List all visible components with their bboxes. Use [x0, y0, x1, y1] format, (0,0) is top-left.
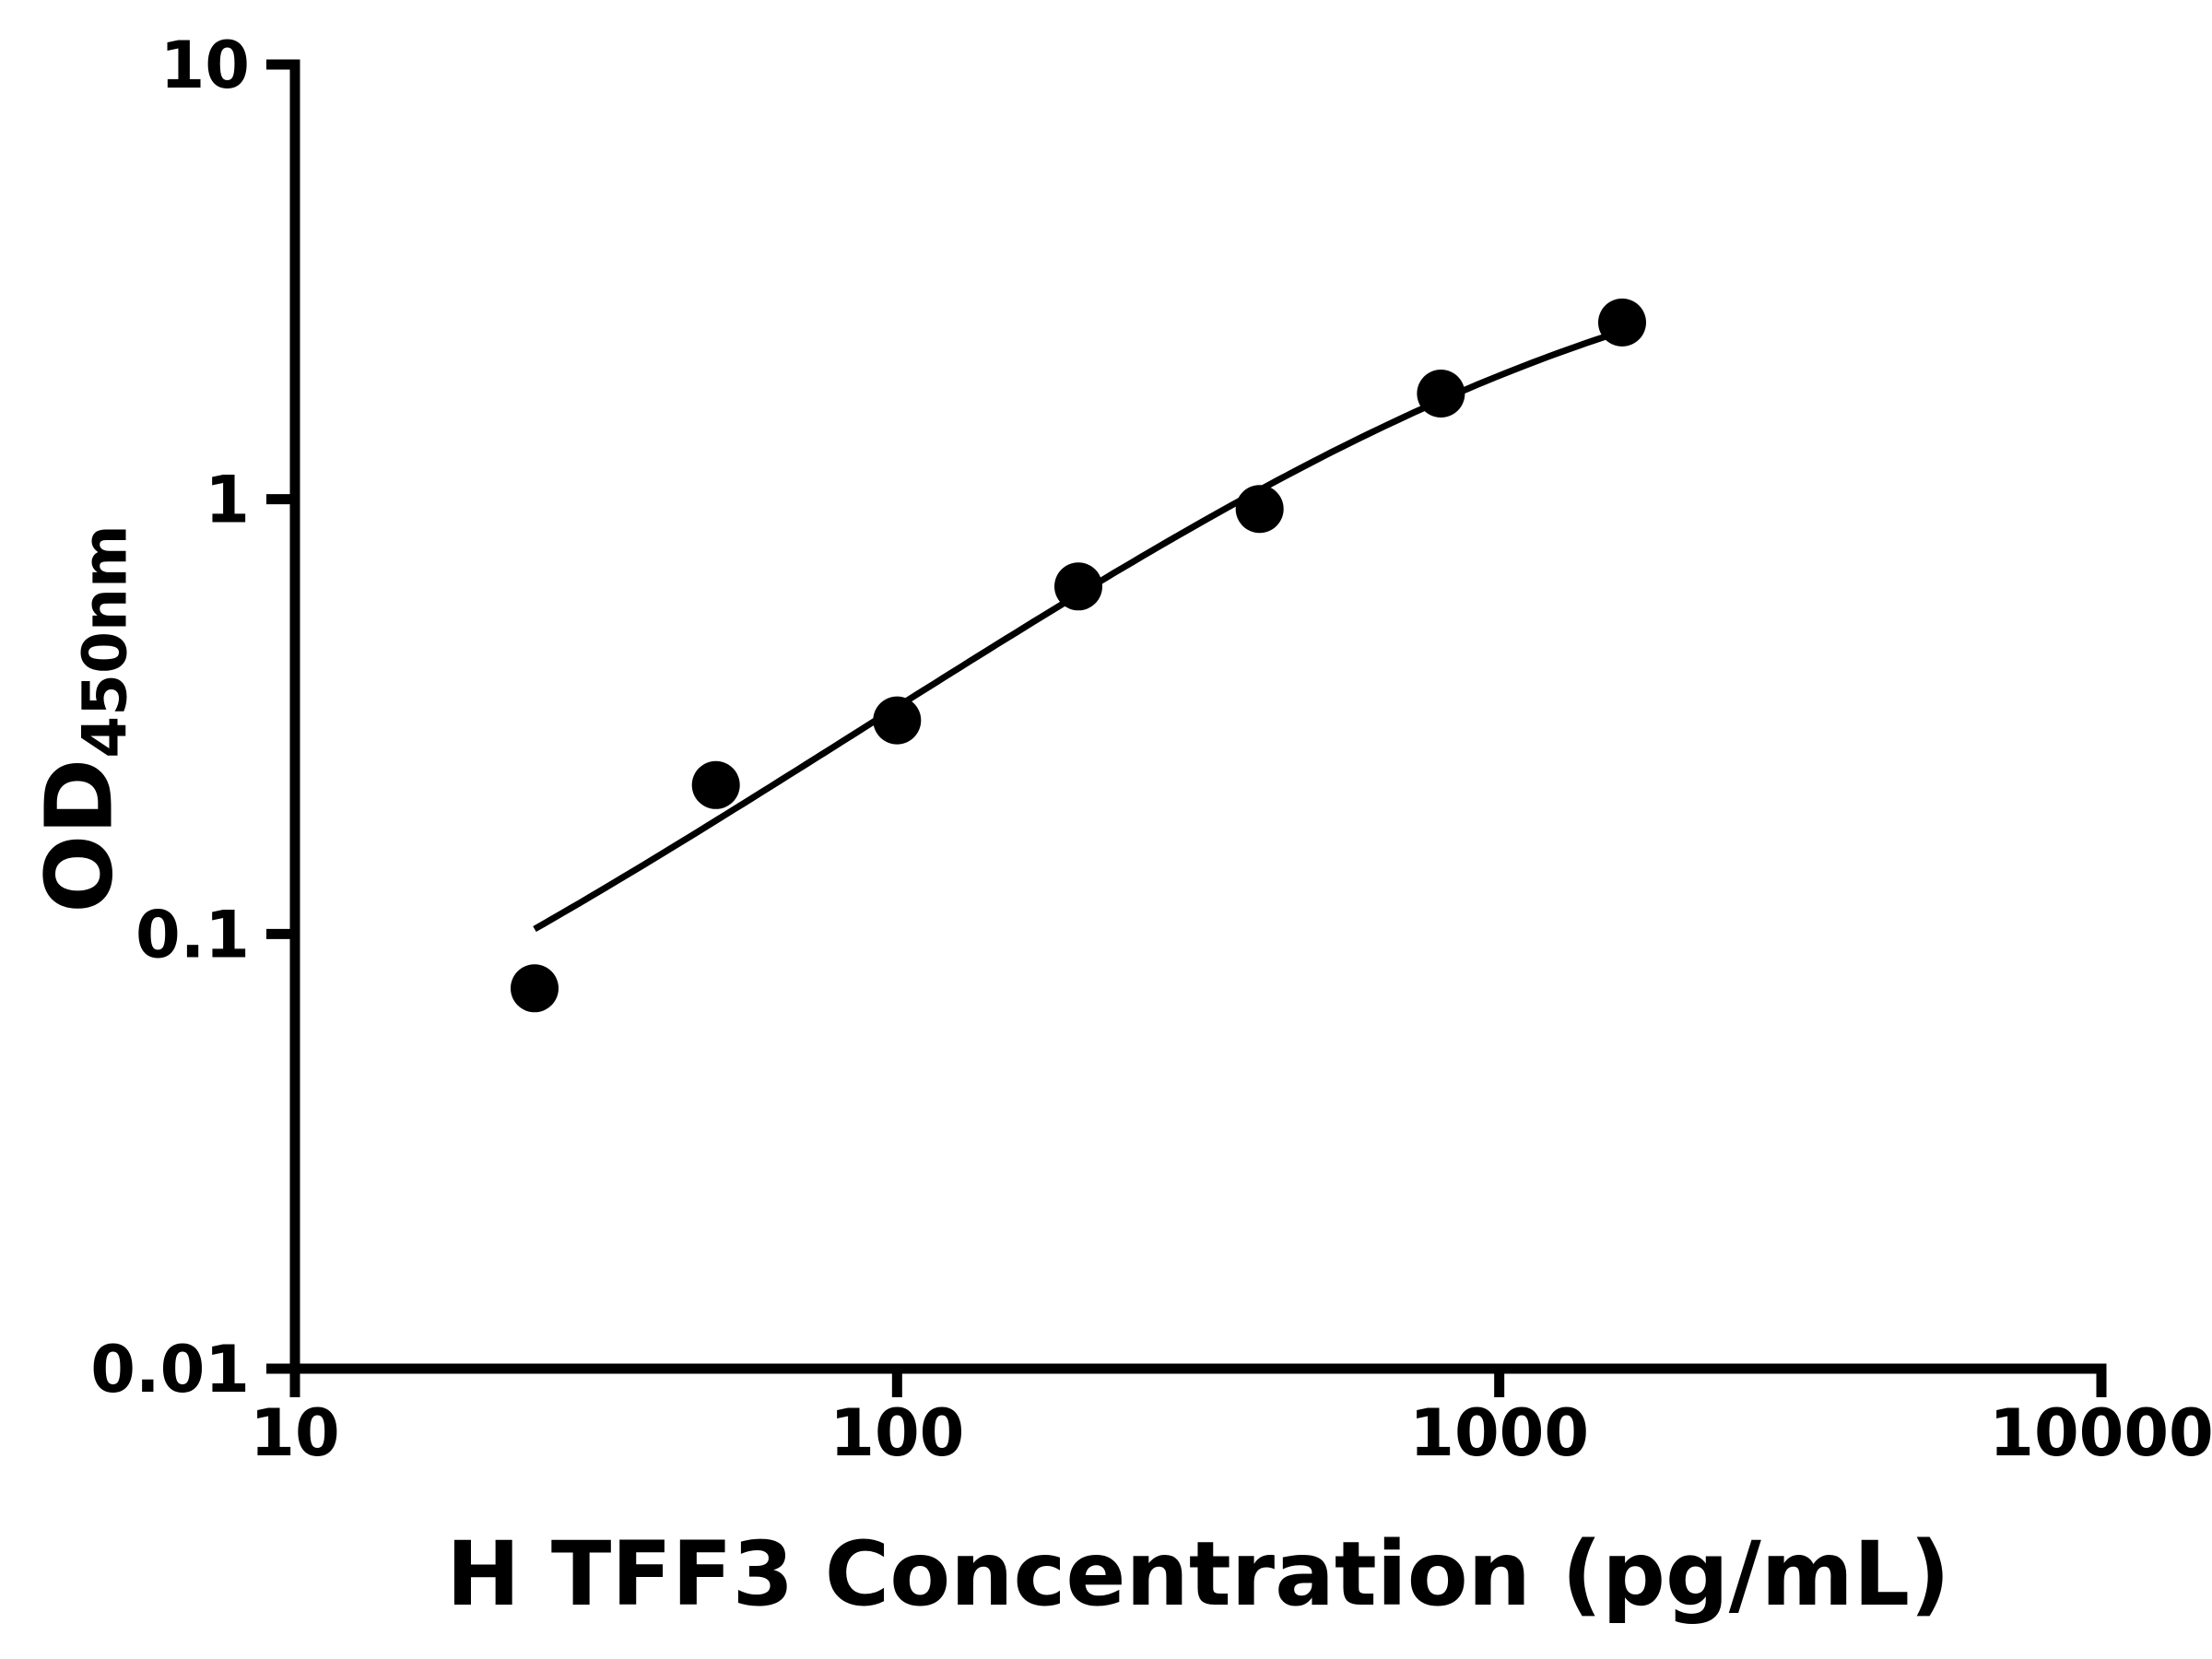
y-tick-label: 0.01 — [90, 1332, 250, 1407]
data-point — [1598, 298, 1646, 347]
x-tick-label: 100 — [830, 1395, 964, 1471]
y-tick-label: 0.1 — [135, 897, 250, 972]
data-point — [1235, 485, 1284, 534]
y-tick-label: 10 — [160, 28, 250, 103]
data-point — [511, 964, 559, 1013]
x-tick-label: 1000 — [1409, 1395, 1589, 1471]
axis-spine — [289, 59, 2107, 1374]
y-axis-label: OD450nm — [25, 524, 141, 913]
x-tick-label: 10000 — [1989, 1395, 2212, 1471]
data-point — [873, 696, 922, 745]
y-tick-label: 1 — [205, 463, 250, 538]
x-tick-label: 10 — [250, 1395, 339, 1471]
x-axis-label: H TFF3 Concentration (pg/mL) — [446, 1523, 1950, 1626]
fit-curve-line — [533, 327, 1624, 933]
data-point — [1054, 562, 1102, 611]
data-point — [691, 760, 740, 809]
data-point — [1417, 370, 1465, 418]
y-axis-label-subscript: 450nm — [69, 524, 141, 759]
y-axis-label-main: OD — [25, 758, 134, 913]
